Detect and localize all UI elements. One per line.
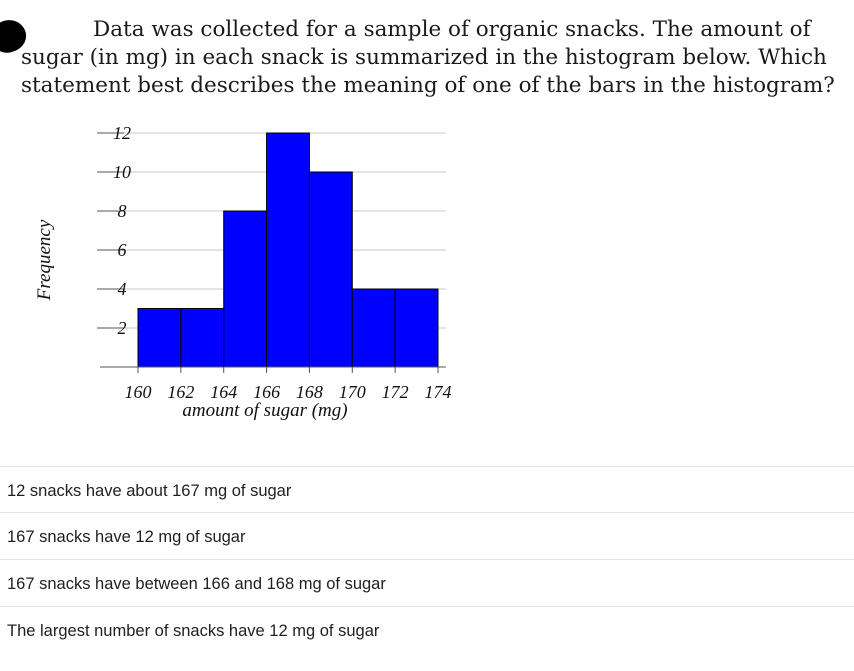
histogram-bar (394, 288, 439, 368)
x-axis-title: amount of sugar (mg) (182, 400, 347, 421)
answer-option-b[interactable]: 167 snacks have 12 mg of sugar (0, 512, 854, 559)
answer-option-a[interactable]: 12 snacks have about 167 mg of sugar (0, 466, 854, 512)
x-tick-label: 164 (210, 382, 237, 402)
answer-options: 12 snacks have about 167 mg of sugar 167… (0, 466, 854, 652)
x-tick-label: 168 (296, 382, 323, 402)
y-tick-label: 2 (118, 318, 127, 338)
histogram-bar (223, 210, 268, 368)
label-layer: 2 4 6 8 10 12 160 162 164 166 168 170 172 174 amount o… (34, 123, 452, 421)
answer-option-d[interactable]: The largest number of snacks have 12 mg … (0, 606, 854, 652)
x-tick-label: 160 (125, 382, 152, 402)
x-tick-label: 172 (382, 382, 409, 402)
x-tick-label: 166 (253, 382, 280, 402)
x-tick-label: 174 (425, 382, 452, 402)
y-tick-label: 12 (113, 123, 131, 143)
y-tick-label: 10 (113, 162, 131, 182)
histogram-bar (137, 308, 182, 368)
x-tick-label: 170 (339, 382, 366, 402)
y-axis-title: Frequency (34, 219, 55, 301)
histogram-bar (308, 171, 353, 368)
x-tick-label: 162 (167, 382, 194, 402)
y-tick-label: 8 (118, 201, 127, 221)
bars-layer (137, 132, 439, 368)
axis-layer (97, 132, 446, 373)
answer-option-c[interactable]: 167 snacks have between 166 and 168 mg o… (0, 559, 854, 606)
histogram-bar (180, 308, 225, 368)
histogram-bar (266, 132, 310, 368)
histogram-chart: 2 4 6 8 10 12 160 162 164 166 168 170 172 174 amount o… (34, 123, 452, 421)
y-tick-label: 6 (118, 240, 127, 260)
histogram-bar (351, 288, 396, 368)
y-tick-label: 4 (118, 279, 127, 299)
question-text: Data was collected for a sample of organ… (21, 17, 835, 98)
